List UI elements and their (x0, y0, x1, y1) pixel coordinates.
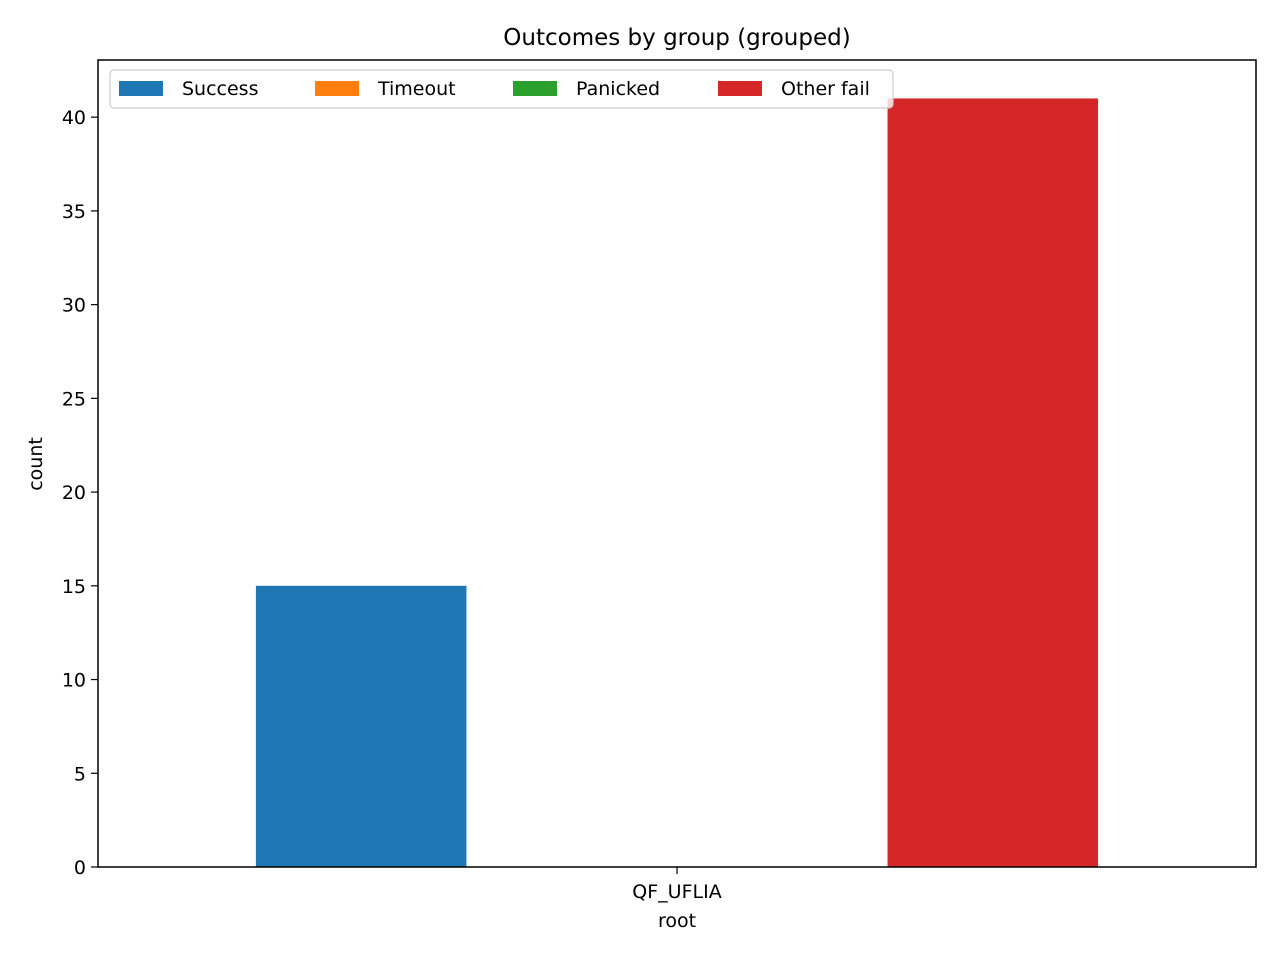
y-tick-label: 20 (62, 482, 86, 504)
x-axis-label: root (658, 910, 696, 932)
legend-label-timeout: Timeout (377, 78, 456, 100)
legend-box (109, 69, 894, 109)
legend-swatch-timeout (315, 81, 359, 96)
y-tick-label: 40 (62, 107, 86, 129)
plot-frame (97, 59, 1257, 868)
legend-label-panicked: Panicked (576, 78, 660, 100)
y-tick-label: 25 (62, 388, 86, 410)
y-tick-label: 10 (62, 670, 86, 692)
y-tick-label: 35 (62, 201, 86, 223)
y-tick-label: 0 (74, 857, 86, 879)
y-axis-label: count (25, 437, 47, 491)
legend-label-success: Success (182, 78, 258, 100)
x-tick-label: QF_UFLIA (632, 881, 721, 903)
bars-group (255, 98, 1099, 867)
legend-swatch-other-fail (718, 81, 762, 96)
legend: Success Timeout Panicked Other fail (109, 69, 894, 109)
y-axis-ticks: 0 5 10 15 20 25 30 35 40 (62, 107, 98, 879)
y-tick-label: 5 (74, 763, 86, 785)
bar-success (255, 585, 467, 867)
y-tick-label: 15 (62, 576, 86, 598)
bar-other-fail (887, 98, 1099, 867)
chart-title: Outcomes by group (grouped) (503, 25, 850, 51)
legend-swatch-panicked (513, 81, 557, 96)
x-axis-ticks: QF_UFLIA (632, 867, 722, 903)
y-tick-label: 30 (62, 295, 86, 317)
legend-swatch-success (119, 81, 163, 96)
legend-label-other-fail: Other fail (781, 78, 870, 100)
